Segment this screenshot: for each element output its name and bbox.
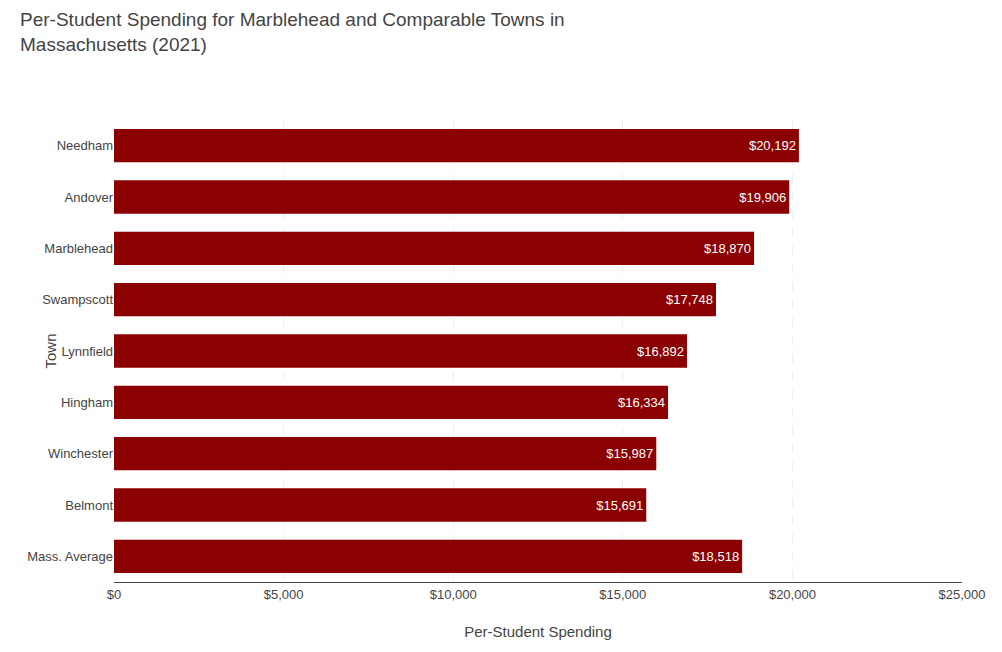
svg-text:Per-Student Spending for Marbl: Per-Student Spending for Marblehead and …: [20, 9, 565, 55]
svg-text:Belmont: Belmont: [65, 498, 113, 513]
svg-text:Lynnfield: Lynnfield: [61, 344, 113, 359]
svg-text:$5,000: $5,000: [264, 587, 304, 602]
svg-text:$17,748: $17,748: [666, 292, 713, 307]
svg-text:Per-Student Spending: Per-Student Spending: [464, 623, 612, 640]
svg-text:$18,518: $18,518: [692, 549, 739, 564]
svg-text:$19,906: $19,906: [739, 190, 786, 205]
svg-text:$10,000: $10,000: [430, 587, 477, 602]
svg-text:$16,334: $16,334: [618, 395, 665, 410]
svg-text:$20,192: $20,192: [749, 138, 796, 153]
svg-text:Hingham: Hingham: [61, 395, 113, 410]
svg-text:$15,000: $15,000: [599, 587, 646, 602]
svg-text:$0: $0: [107, 587, 121, 602]
svg-text:Winchester: Winchester: [48, 446, 114, 461]
svg-text:Swampscott: Swampscott: [42, 292, 113, 307]
svg-text:Needham: Needham: [57, 138, 113, 153]
svg-text:$16,892: $16,892: [637, 344, 684, 359]
svg-text:Marblehead: Marblehead: [44, 241, 113, 256]
svg-text:$15,691: $15,691: [596, 498, 643, 513]
svg-text:$20,000: $20,000: [769, 587, 816, 602]
svg-text:$25,000: $25,000: [939, 587, 986, 602]
svg-text:Town: Town: [42, 333, 59, 368]
svg-text:Andover: Andover: [65, 190, 114, 205]
svg-text:$18,870: $18,870: [704, 241, 751, 256]
svg-text:Mass. Average: Mass. Average: [27, 549, 113, 564]
svg-text:$15,987: $15,987: [606, 446, 653, 461]
